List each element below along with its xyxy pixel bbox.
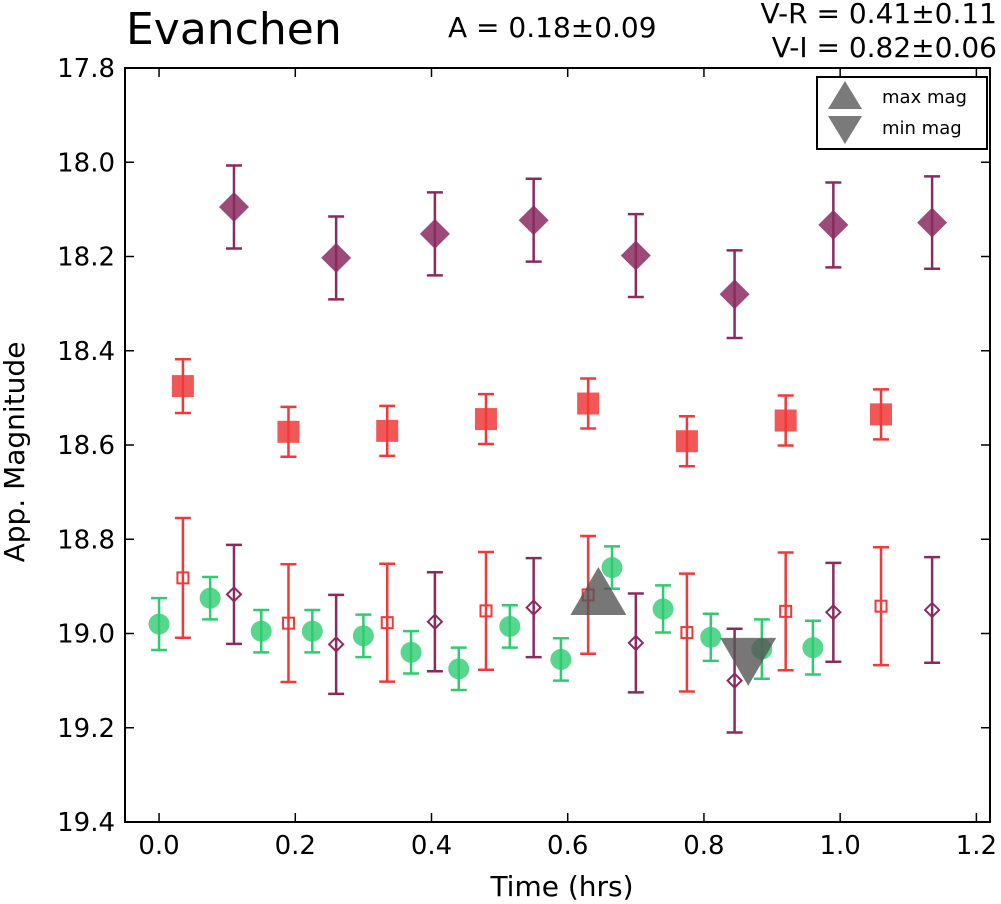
error-bar-s3-p5	[678, 572, 695, 693]
data-point-s0-p6	[818, 209, 849, 240]
x-tick-label-4: 0.8	[683, 831, 724, 861]
x-tick-label-5: 1.0	[819, 831, 860, 861]
amplitude-label: A = 0.18±0.09	[448, 11, 657, 44]
extrema-layer	[570, 567, 777, 686]
data-point-s1-p2	[376, 419, 399, 442]
data-point-s3-p0	[176, 571, 190, 585]
data-point-s2-p6	[448, 658, 470, 680]
data-point-s1-p1	[277, 420, 300, 443]
data-point-s0-p3	[518, 205, 549, 236]
data-point-s2-p8	[550, 648, 572, 670]
data-point-s2-p5	[400, 641, 422, 663]
data-point-s4-p0	[225, 585, 243, 603]
error-bar-s3-p0	[174, 516, 191, 639]
error-bar-s4-p7	[924, 555, 941, 664]
data-point-s2-p9	[601, 557, 623, 579]
axes-frame	[124, 67, 991, 823]
error-bar-s4-p0	[225, 543, 242, 646]
y-tick-label-1: 18.0	[57, 148, 115, 178]
error-bar-s4-p1	[328, 593, 345, 696]
x-axis-label: Time (hrs)	[489, 870, 633, 903]
data-point-s0-p5	[719, 279, 750, 310]
x-tick-label-2: 0.4	[411, 831, 452, 861]
data-point-s2-p13	[802, 637, 824, 659]
data-point-s2-p11	[700, 626, 722, 648]
y-tick-label-3: 18.4	[57, 337, 115, 367]
error-bar-s3-p1	[280, 562, 297, 684]
data-point-s4-p2	[426, 613, 444, 631]
data-point-s4-p7	[923, 601, 941, 619]
v-r-color-label: V-R = 0.41±0.11	[760, 0, 997, 30]
data-point-s0-p1	[321, 242, 352, 273]
y-tick-label-5: 18.8	[57, 525, 115, 555]
data-point-s3-p5	[680, 626, 694, 640]
data-point-s0-p0	[218, 192, 249, 223]
legend-marker-0	[828, 81, 862, 109]
data-point-s4-p4	[627, 634, 645, 652]
data-point-s0-p2	[419, 218, 450, 249]
data-point-s2-p2	[250, 620, 272, 642]
data-point-s4-p3	[525, 599, 543, 616]
y-tick-label-0: 17.8	[57, 54, 115, 84]
y-tick-label-6: 19.0	[57, 620, 115, 650]
error-bar-s4-p2	[426, 570, 443, 673]
chart-title: Evanchen	[126, 4, 342, 55]
data-point-s0-p4	[620, 240, 651, 271]
data-point-s4-p5	[726, 672, 744, 690]
data-point-s4-p6	[824, 603, 842, 621]
extremum-triangle-down	[720, 637, 777, 686]
data-point-s2-p3	[301, 620, 323, 642]
legend-label-1: min mag	[882, 118, 962, 139]
y-tick-label-8: 19.4	[57, 808, 115, 838]
data-point-s1-p4	[577, 392, 600, 415]
data-point-s1-p0	[171, 375, 194, 398]
error-bar-s4-p6	[825, 561, 842, 664]
data-point-s2-p7	[499, 615, 521, 637]
error-bar-s4-p3	[525, 556, 542, 659]
data-point-s1-p6	[774, 409, 797, 432]
data-point-s1-p5	[675, 430, 698, 453]
legend-marker-1	[828, 116, 862, 144]
data-point-s2-p0	[148, 613, 170, 635]
error-bar-s3-p3	[477, 550, 494, 672]
x-tick-label-1: 0.2	[275, 831, 316, 861]
x-tick-label-0: 0.0	[138, 831, 179, 861]
legend-label-0: max mag	[882, 87, 967, 108]
axes-layer: 0.0 0.2 0.4 0.6 0.8 1.0 1.2 17.8 18.0 18.2 18.4 18.…	[57, 54, 997, 861]
data-point-s2-p10	[652, 598, 674, 620]
legend: max mag min mag	[816, 76, 988, 150]
data-point-s3-p2	[380, 616, 394, 630]
data-point-s1-p7	[870, 403, 893, 426]
error-bar-s3-p2	[379, 562, 396, 683]
y-tick-label-2: 18.2	[57, 243, 115, 273]
data-point-s1-p3	[474, 408, 497, 431]
y-tick-label-7: 19.2	[57, 714, 115, 744]
y-axis-label: App. Magnitude	[0, 342, 31, 563]
error-bar-s4-p4	[627, 592, 644, 694]
error-bar-s3-p6	[777, 551, 794, 672]
data-point-s3-p3	[479, 604, 493, 618]
data-point-s3-p7	[874, 599, 888, 613]
data-point-s0-p7	[917, 207, 948, 238]
error-bar-s3-p7	[873, 546, 890, 667]
extremum-triangle-up	[570, 567, 627, 615]
x-tick-label-3: 0.6	[547, 831, 588, 861]
v-i-color-label: V-I = 0.82±0.06	[771, 31, 997, 64]
data-point-s3-p6	[779, 604, 793, 618]
data-point-s2-p1	[199, 587, 221, 609]
data-point-s3-p1	[281, 616, 295, 630]
data-point-s4-p1	[327, 635, 345, 653]
y-tick-label-4: 18.6	[57, 431, 115, 461]
data-point-s2-p4	[352, 625, 374, 647]
x-tick-label-6: 1.2	[956, 831, 997, 861]
